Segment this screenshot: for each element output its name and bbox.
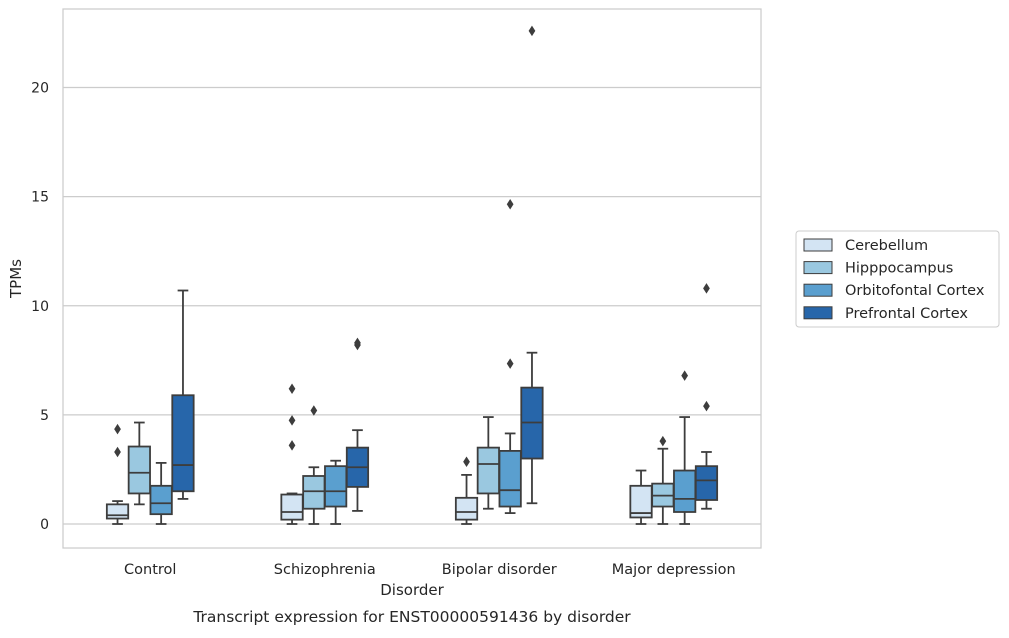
- x-tick-label: Control: [124, 562, 176, 578]
- outlier-point: [506, 199, 514, 210]
- box-cerebellum: [280, 493, 304, 521]
- boxes-layer: [105, 25, 719, 525]
- box-orbitofontal-cortex: [324, 465, 348, 508]
- outlier-point: [528, 25, 536, 37]
- legend-label: Hipppocampus: [845, 261, 953, 277]
- y-tick-label: 20: [31, 81, 49, 97]
- y-tick-labels: 0 5 10 15 20: [31, 81, 49, 533]
- box-orbitofontal-cortex: [149, 484, 173, 516]
- outlier-point: [659, 435, 667, 447]
- box-cerebellum: [105, 503, 130, 520]
- outlier-point: [506, 358, 514, 369]
- legend-label: Orbitofontal Cortex: [845, 283, 985, 299]
- x-tick-label: Major depression: [612, 562, 736, 578]
- legend-label: Prefrontal Cortex: [845, 306, 968, 322]
- plot-background: [63, 9, 761, 548]
- y-tick-label: 5: [40, 408, 49, 424]
- box-hipppocampus: [476, 446, 500, 495]
- box-cerebellum: [454, 496, 479, 521]
- x-tick-labels: Control Schizophrenia Bipolar disorder Majo…: [124, 562, 736, 578]
- box-hipppocampus: [302, 475, 326, 510]
- outlier-point: [288, 415, 296, 426]
- box-prefrontal-cortex: [694, 465, 719, 501]
- box-prefrontal-cortex: [171, 394, 195, 493]
- outlier-point: [310, 405, 318, 416]
- x-axis-label: Disorder: [380, 581, 444, 599]
- y-axis-label: TPMs: [7, 259, 25, 299]
- x-tick-label: Schizophrenia: [274, 562, 376, 578]
- x-tick-label: Bipolar disorder: [442, 562, 557, 578]
- outlier-point: [703, 400, 710, 412]
- outlier-point: [114, 446, 121, 458]
- outlier-point: [288, 440, 296, 451]
- legend-swatch: [803, 306, 833, 320]
- outlier-point: [681, 370, 689, 381]
- chart-caption: Transcript expression for ENST0000059143…: [192, 608, 631, 626]
- outlier-point: [114, 423, 121, 435]
- legend-swatch: [803, 283, 833, 297]
- plot-frame: [62, 8, 762, 549]
- legend-label: Cerebellum: [845, 238, 928, 254]
- outlier-point: [288, 383, 296, 394]
- outlier-point: [463, 456, 470, 468]
- outlier-point: [703, 283, 710, 294]
- legend-frame: [795, 230, 1000, 328]
- box-hipppocampus: [127, 445, 151, 495]
- y-tick-label: 10: [31, 299, 49, 315]
- box-orbitofontal-cortex: [498, 449, 522, 508]
- box-orbitofontal-cortex: [673, 469, 697, 513]
- y-tick-label: 0: [40, 517, 49, 533]
- legend-swatch: [803, 238, 833, 252]
- legend: Cerebellum Hipppocampus Orbitofontal Corte…: [795, 230, 1000, 328]
- y-tick-label: 15: [31, 190, 49, 206]
- outlier-point: [354, 337, 361, 349]
- legend-swatch: [803, 261, 833, 275]
